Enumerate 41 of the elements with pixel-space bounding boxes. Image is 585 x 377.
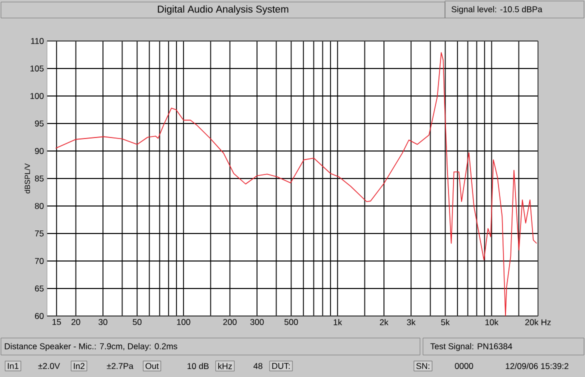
x-tick-label: 500 [284, 319, 298, 326]
x-tick-label: 3k [406, 319, 416, 326]
y-tick-label: 70 [35, 258, 44, 264]
text: ±2.0V [38, 363, 60, 369]
y-tick-label: 90 [34, 148, 44, 154]
text: In1 [8, 363, 18, 369]
text: 0000 [454, 363, 474, 369]
x-tick-label: 200 [223, 319, 237, 326]
y-tick-label: 80 [34, 203, 44, 209]
text: kHz [218, 362, 232, 370]
x-tick-label: 1k [334, 319, 342, 326]
y-tick-label: 100 [30, 93, 44, 99]
x-tick-label: 2k [380, 319, 388, 326]
y-tick-label: 60 [35, 313, 44, 319]
x-tick-label: 10k [485, 319, 498, 326]
text: In2 [74, 363, 84, 369]
y-tick-label: 110 [31, 38, 44, 44]
text: ±2.7Pa [106, 363, 134, 369]
x-tick-label: 100 [177, 319, 190, 326]
x-tick-label: 50 [132, 319, 142, 326]
chart-title: Digital Audio Analysis System [158, 5, 288, 15]
x-tick-label: 20k Hz [525, 319, 551, 326]
text: 10 dB [188, 362, 209, 370]
y-tick-label: 105 [30, 66, 44, 72]
text: Out [146, 363, 159, 369]
y-tick-label: 85 [34, 176, 44, 182]
text: SN: [416, 363, 430, 369]
x-tick-label: 15 [52, 319, 61, 325]
y-tick-label: 75 [35, 230, 44, 236]
text: 12/09/06 15:39:2 [506, 362, 568, 370]
y-tick-label: 95 [34, 120, 44, 126]
x-tick-label: 300 [250, 319, 264, 326]
x-tick-label: 5k [441, 319, 450, 326]
text: Distance Speaker - Mic.: 7.9cm, Delay: 0.2ms [4, 343, 178, 351]
text: Test Signal: PN16384 [430, 343, 512, 351]
text: DUT: [272, 363, 290, 369]
x-tick-label: 30 [98, 319, 108, 326]
text: 48 [253, 363, 262, 369]
x-tick-label: 20 [72, 319, 80, 326]
text: Signal level: -10.5 dBPa [452, 6, 542, 14]
y-tick-label: 65 [35, 286, 44, 292]
